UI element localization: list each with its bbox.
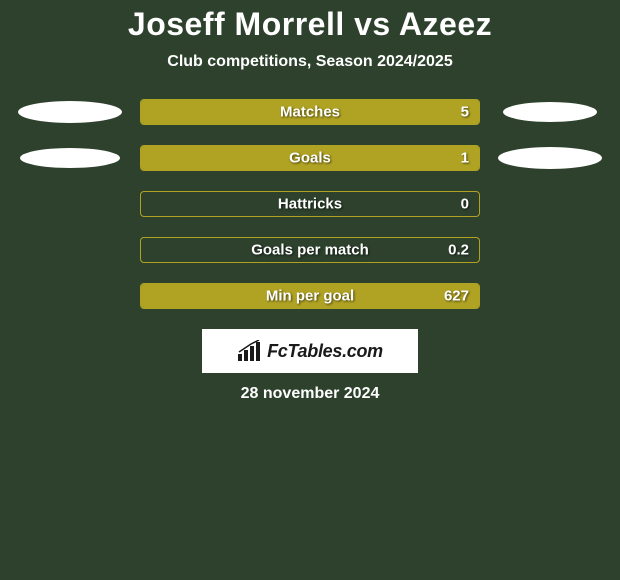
ellipse-icon — [503, 102, 597, 122]
stat-row: Hattricks 0 — [0, 191, 620, 217]
page-title: Joseff Morrell vs Azeez — [0, 6, 620, 43]
stat-value: 1 — [461, 150, 469, 167]
stat-bar: Hattricks 0 — [140, 191, 480, 217]
stat-row: Matches 5 — [0, 99, 620, 125]
brand-chart-icon — [237, 340, 263, 362]
date-label: 28 november 2024 — [0, 385, 620, 403]
stat-label: Min per goal — [266, 288, 354, 305]
stat-label: Goals per match — [251, 242, 369, 259]
stat-bar: Matches 5 — [140, 99, 480, 125]
comparison-widget: Joseff Morrell vs Azeez Club competition… — [0, 0, 620, 403]
stats-list: Matches 5 Goals 1 Hattricks 0 Goals per match 0… — [0, 99, 620, 309]
subtitle: Club competitions, Season 2024/2025 — [0, 53, 620, 71]
stat-label: Matches — [280, 104, 340, 121]
right-indicator — [480, 147, 620, 169]
stat-bar: Min per goal 627 — [140, 283, 480, 309]
right-indicator — [480, 102, 620, 122]
left-indicator — [0, 101, 140, 123]
stat-row: Min per goal 627 — [0, 283, 620, 309]
left-indicator — [0, 148, 140, 168]
stat-value: 0.2 — [448, 242, 469, 259]
brand-badge[interactable]: FcTables.com — [202, 329, 418, 373]
stat-value: 627 — [444, 288, 469, 305]
stat-value: 0 — [461, 196, 469, 213]
stat-row: Goals per match 0.2 — [0, 237, 620, 263]
stat-label: Goals — [289, 150, 331, 167]
stat-value: 5 — [461, 104, 469, 121]
stat-bar: Goals per match 0.2 — [140, 237, 480, 263]
stat-row: Goals 1 — [0, 145, 620, 171]
brand-text: FcTables.com — [267, 341, 383, 362]
ellipse-icon — [20, 148, 120, 168]
stat-label: Hattricks — [278, 196, 342, 213]
ellipse-icon — [18, 101, 122, 123]
ellipse-icon — [498, 147, 602, 169]
stat-bar: Goals 1 — [140, 145, 480, 171]
